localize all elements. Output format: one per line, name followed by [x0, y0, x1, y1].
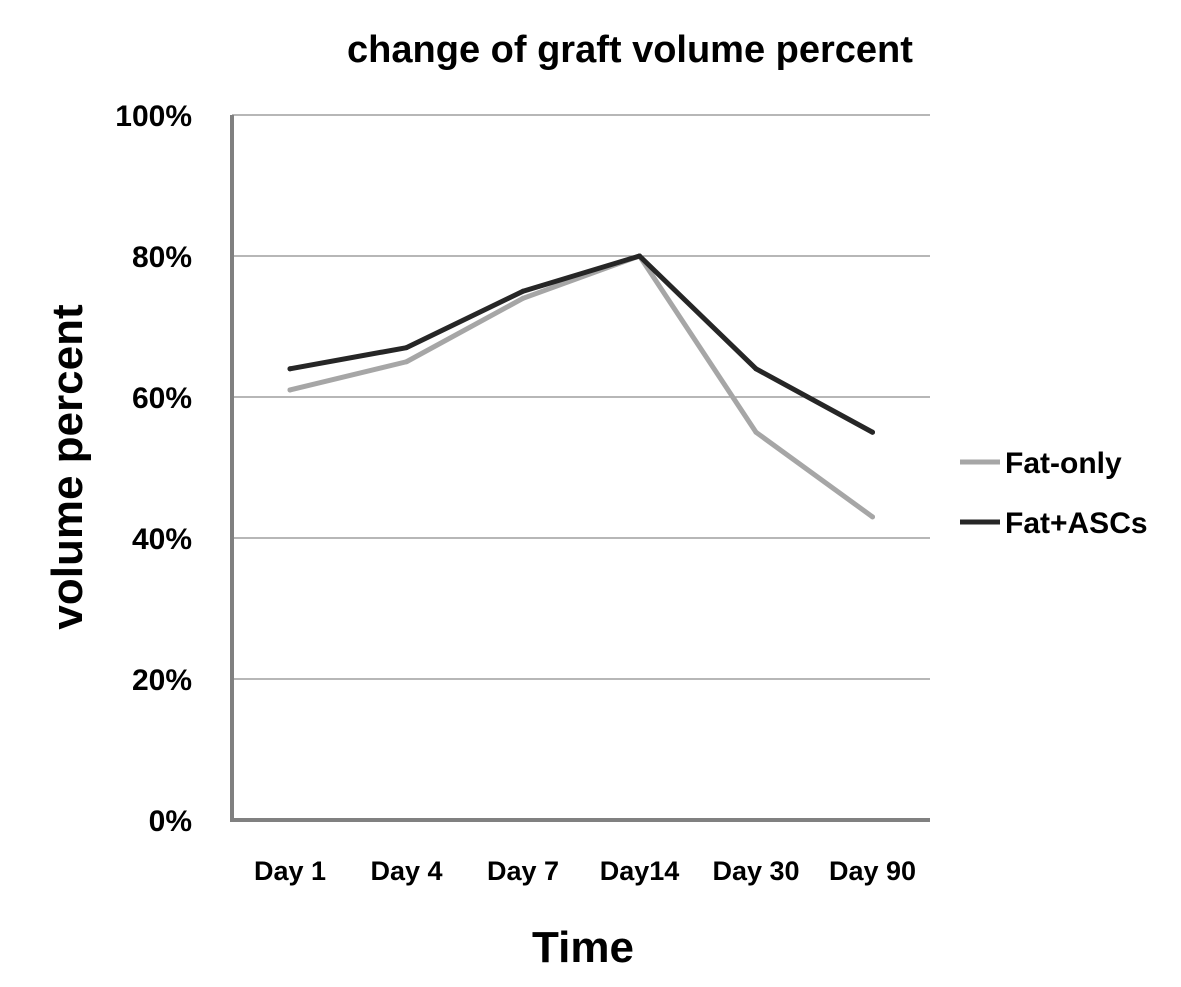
- y-tick-label: 60%: [132, 382, 192, 415]
- x-tick-label: Day 1: [254, 856, 326, 886]
- data-point: [404, 345, 409, 351]
- chart-title: change of graft volume percent: [347, 29, 913, 71]
- legend-label: Fat+ASCs: [1005, 507, 1148, 540]
- legend: Fat-only Fat+ASCs: [960, 447, 1148, 540]
- data-point: [520, 288, 526, 294]
- axes: [230, 115, 930, 822]
- data-point: [404, 359, 409, 365]
- data-point: [753, 366, 759, 372]
- x-tick-label: Day14: [600, 856, 680, 886]
- x-tick-label: Day 7: [487, 856, 559, 886]
- y-axis-title: volume percent: [43, 304, 92, 630]
- x-tick-label: Day 90: [829, 856, 916, 886]
- data-point: [287, 387, 293, 393]
- x-tick-label: Day 30: [712, 856, 799, 886]
- data-point: [870, 429, 875, 435]
- y-tick-label: 20%: [132, 664, 192, 697]
- x-axis-title: Time: [532, 923, 634, 972]
- data-point: [637, 253, 642, 259]
- series-line-fat-ascs: [287, 253, 875, 435]
- y-tick-label: 100%: [115, 100, 192, 133]
- data-point: [520, 295, 526, 301]
- data-point: [753, 429, 759, 435]
- legend-label: Fat-only: [1005, 447, 1122, 480]
- y-tick-labels: 0% 20% 40% 60% 80% 100%: [115, 100, 192, 838]
- y-tick-label: 80%: [132, 241, 192, 274]
- y-tick-label: 0%: [149, 805, 192, 838]
- y-tick-label: 40%: [132, 523, 192, 556]
- x-tick-labels: Day 1 Day 4 Day 7 Day14 Day 30 Day 90: [254, 856, 916, 886]
- x-tick-label: Day 4: [370, 856, 442, 886]
- plot-series: [287, 253, 875, 520]
- gridlines: [232, 114, 930, 680]
- series-line-fat-only: [287, 253, 875, 520]
- data-point: [287, 366, 293, 372]
- data-point: [870, 514, 875, 520]
